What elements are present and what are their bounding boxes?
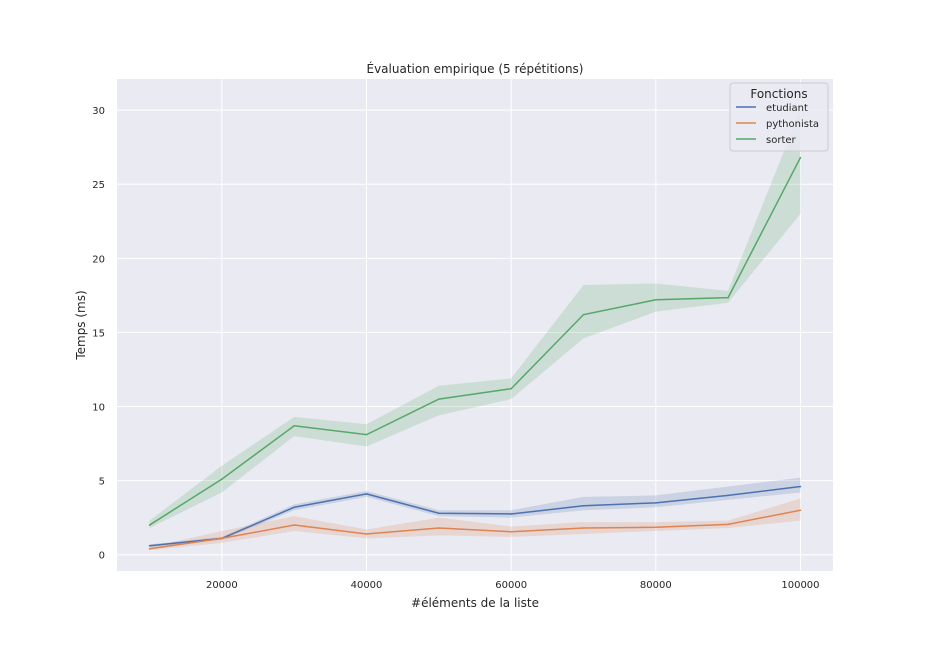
data-point-sorter xyxy=(655,299,657,301)
data-point-pythonista xyxy=(727,523,729,526)
y-tick-label: 30 xyxy=(92,106,105,117)
x-tick-label: 60000 xyxy=(495,580,527,591)
legend-title: Fonctions xyxy=(750,87,807,101)
confidence-band-etudiant xyxy=(149,477,801,548)
data-point-pythonista xyxy=(582,527,585,529)
data-point-sorter xyxy=(727,296,729,299)
data-point-etudiant xyxy=(799,485,802,488)
legend-label-etudiant: etudiant xyxy=(766,103,808,114)
legend-box xyxy=(729,82,829,152)
legend: Fonctions etudiant pythonista sorter xyxy=(729,82,829,152)
data-point-pythonista xyxy=(438,527,440,529)
plot-area xyxy=(117,79,833,571)
confidence-band-sorter xyxy=(149,110,801,529)
data-point-pythonista xyxy=(799,509,802,512)
y-tick-label: 25 xyxy=(92,180,105,191)
data-point-etudiant xyxy=(365,493,368,495)
y-tick-label: 5 xyxy=(99,477,105,488)
data-point-pythonista xyxy=(655,526,657,529)
x-tick-label: 20000 xyxy=(206,580,238,591)
data-point-etudiant xyxy=(148,545,151,547)
data-point-etudiant xyxy=(582,504,585,507)
y-tick-label: 10 xyxy=(92,403,105,414)
series-line-etudiant xyxy=(149,485,801,547)
x-tick-label: 100000 xyxy=(781,580,819,591)
x-axis-label: #éléments de la liste xyxy=(411,596,539,610)
data-point-etudiant xyxy=(510,513,512,515)
y-tick-label: 0 xyxy=(99,551,105,562)
y-tick-label: 20 xyxy=(92,254,105,265)
legend-label-pythonista: pythonista xyxy=(766,119,819,130)
y-axis-label: Temps (ms) xyxy=(74,290,88,360)
data-point-pythonista xyxy=(221,537,223,540)
data-point-sorter xyxy=(510,387,512,390)
confidence-band-pythonista xyxy=(149,498,801,551)
data-point-sorter xyxy=(582,313,585,316)
series-line-pythonista xyxy=(149,509,801,550)
x-tick-label: 80000 xyxy=(640,580,672,591)
data-point-sorter xyxy=(221,478,223,480)
data-point-pythonista xyxy=(510,530,512,533)
data-point-sorter xyxy=(293,424,295,427)
data-point-sorter xyxy=(799,156,802,159)
y-tick-label: 15 xyxy=(92,328,105,339)
data-point-etudiant xyxy=(655,502,657,504)
legend-label-sorter: sorter xyxy=(766,135,797,146)
data-point-pythonista xyxy=(293,524,295,526)
chart-title: Évaluation empirique (5 répétitions) xyxy=(367,61,584,76)
data-point-sorter xyxy=(148,524,151,526)
data-point-pythonista xyxy=(365,533,368,535)
data-point-etudiant xyxy=(438,512,440,515)
data-point-sorter xyxy=(438,398,440,400)
x-tick-label: 40000 xyxy=(351,580,383,591)
data-point-sorter xyxy=(365,433,368,436)
data-point-etudiant xyxy=(293,506,295,509)
data-point-etudiant xyxy=(727,494,729,497)
series-line-sorter xyxy=(149,157,802,526)
data-point-pythonista xyxy=(148,547,151,550)
